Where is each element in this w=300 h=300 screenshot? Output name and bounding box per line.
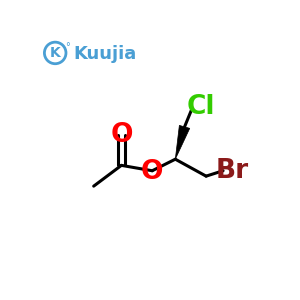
Text: Cl: Cl xyxy=(187,94,215,120)
Text: O: O xyxy=(141,159,164,185)
Text: Br: Br xyxy=(216,158,249,184)
Text: K: K xyxy=(50,46,61,60)
Text: O: O xyxy=(110,122,133,148)
Text: Kuujia: Kuujia xyxy=(73,45,136,63)
Polygon shape xyxy=(175,125,190,159)
Text: °: ° xyxy=(65,42,70,52)
